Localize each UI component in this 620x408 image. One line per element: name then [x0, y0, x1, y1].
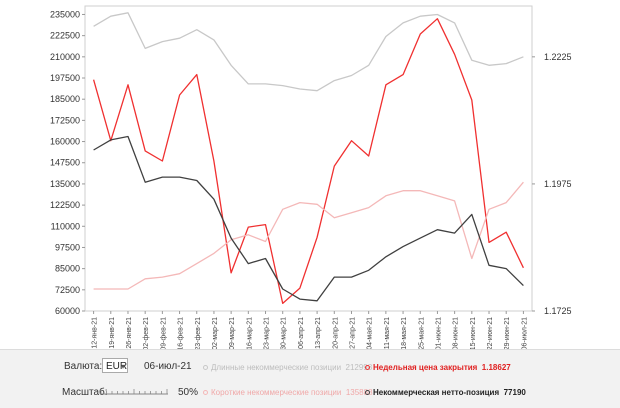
- left-tick-label: 72500: [55, 285, 80, 295]
- left-tick-label: 160000: [50, 137, 80, 147]
- left-tick-label: 235000: [50, 9, 80, 19]
- left-axis: 60000 72500 85000 97500 110000 122500 135000 14…: [50, 9, 85, 316]
- left-tick-label: 172500: [50, 115, 80, 125]
- x-tick-label: 19-янв-21: [109, 317, 116, 349]
- legend-long-positions: Длинные некоммерческие позиции 212998: [203, 363, 372, 372]
- right-tick-label: 1.1725: [544, 306, 572, 316]
- legend-marker-icon: [203, 365, 208, 371]
- right-tick-label: 1.2225: [544, 52, 572, 62]
- legend-net-value: 77190: [503, 388, 526, 397]
- x-tick-label: 06-апр-21: [298, 317, 305, 349]
- currency-value: EUR: [106, 361, 128, 372]
- legend-net-name: Некоммерческая нетто-позиция: [373, 388, 500, 397]
- left-tick-label: 122500: [50, 200, 80, 210]
- x-tick-label: 27-апр-21: [349, 317, 356, 349]
- scale-slider[interactable]: [100, 386, 170, 396]
- report-date: 06-июл-21: [144, 361, 192, 372]
- x-tick-label: 13-апр-21: [315, 317, 322, 349]
- left-tick-label: 60000: [55, 306, 80, 316]
- x-tick-label: 12-янв-21: [92, 317, 99, 349]
- left-tick-label: 222500: [50, 31, 80, 41]
- x-tick-label: 09-фев-21: [160, 317, 167, 349]
- left-tick-label: 97500: [55, 242, 80, 252]
- x-tick-label: 09-мар-21: [229, 317, 236, 349]
- legend-marker-icon: [203, 390, 208, 396]
- x-tick-label: 23-фев-21: [195, 317, 202, 349]
- left-tick-label: 210000: [50, 52, 80, 62]
- plot-frame: [84, 5, 533, 312]
- legend-short-value: 135888: [345, 388, 373, 397]
- right-axis: 1.1725 1.1975 1.2225: [532, 52, 572, 316]
- legend-long-value: 212998: [345, 363, 373, 372]
- x-tick-label: 23-мар-21: [264, 317, 271, 349]
- chevron-down-icon: ▾: [120, 362, 125, 371]
- x-tick-label: 06-июл-21: [521, 317, 528, 349]
- x-tick-label: 02-фев-21: [143, 317, 150, 349]
- cot-line-chart: 60000 72500 85000 97500 110000 122500 135000 14…: [50, 5, 572, 349]
- left-tick-label: 110000: [51, 221, 80, 231]
- currency-label: Валюта:: [64, 361, 103, 372]
- series-line: [92, 18, 524, 305]
- legend-short-positions: Короткие некоммерческие позиции 135888: [203, 388, 373, 397]
- currency-select[interactable]: EUR ▾: [102, 358, 128, 373]
- left-tick-label: 185000: [50, 94, 80, 104]
- legend-short-name: Короткие некоммерческие позиции: [211, 388, 342, 397]
- legend-net-position: Некоммерческая нетто-позиция 77190: [365, 388, 526, 397]
- legend-weekly-close: Недельная цена закрытия 1.18627: [365, 363, 511, 372]
- series-line: [93, 181, 524, 290]
- x-tick-label: 26-янв-21: [126, 317, 133, 349]
- x-tick-label: 11-мая-21: [384, 317, 391, 349]
- x-tick-label: 15-июн-21: [470, 317, 477, 349]
- series-layer: [92, 12, 524, 305]
- x-tick-label: 29-июн-21: [504, 317, 511, 349]
- legend-close-name: Недельная цена закрытия: [373, 363, 478, 372]
- left-tick-label: 147500: [50, 158, 80, 168]
- left-tick-label: 135000: [50, 179, 80, 189]
- x-tick-label: 08-июн-21: [453, 317, 460, 349]
- x-tick-label: 25-мая-21: [418, 317, 425, 349]
- right-tick-label: 1.1975: [544, 179, 572, 189]
- scale-label: Масштаб:: [62, 387, 108, 398]
- legend-marker-icon: [365, 365, 370, 371]
- x-tick-label: 22-июн-21: [487, 317, 494, 349]
- series-line: [93, 135, 524, 302]
- x-tick-label: 30-мар-21: [281, 317, 288, 349]
- legend-marker-icon: [365, 390, 370, 396]
- legend-long-name: Длинные некоммерческие позиции: [211, 363, 342, 372]
- x-tick-label: 20-апр-21: [332, 317, 339, 349]
- x-tick-label: 18-мая-21: [401, 317, 408, 349]
- controls-panel: Валюта: EUR ▾ 06-июл-21 Масштаб: 50% Дли…: [0, 349, 620, 408]
- x-tick-label: 16-фев-21: [178, 317, 185, 349]
- x-tick-label: 01-июн-21: [435, 317, 442, 349]
- scale-value: 50%: [178, 387, 199, 398]
- left-tick-label: 197500: [50, 73, 80, 83]
- x-tick-label: 16-мар-21: [246, 317, 253, 349]
- series-line: [93, 12, 524, 92]
- x-tick-label: 02-мар-21: [212, 317, 219, 349]
- legend-close-value: 1.18627: [481, 363, 511, 372]
- x-axis: 12-янв-21 19-янв-21 26-янв-21 02-фев-21 09-ф…: [92, 311, 528, 349]
- x-tick-label: 04-мая-21: [367, 317, 374, 349]
- left-tick-label: 85000: [55, 264, 80, 274]
